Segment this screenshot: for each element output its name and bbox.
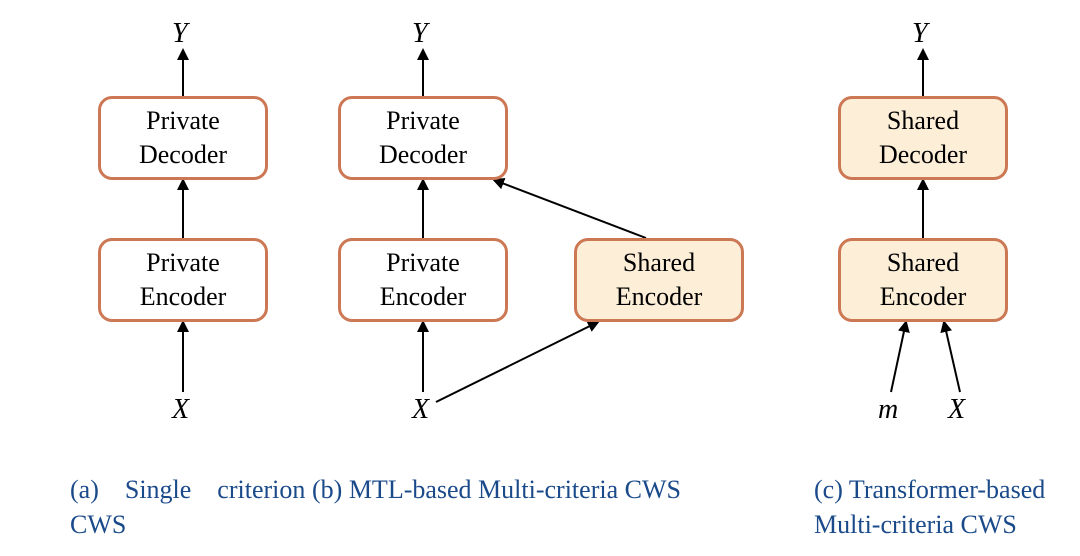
panel-c-var-y: Y [912,18,928,50]
panel-b-caption: (b) MTL-based Multi-criteria CWS [312,472,732,507]
panel-b-shared-encoder-line2: Encoder [616,280,703,314]
panel-c-var-x: X [948,394,965,426]
panel-a-var-x: X [172,394,189,426]
panel-b-var-y: Y [412,18,428,50]
panel-a-decoder-line2: Decoder [139,138,227,172]
panel-c-decoder-line1: Shared [887,104,959,138]
panel-c-decoder-line2: Decoder [879,138,967,172]
panel-b-encoder-line2: Encoder [380,280,467,314]
panel-b-shared-encoder-box: Shared Encoder [574,238,744,322]
figure-canvas: Private Decoder Private Encoder Y X (a) … [0,0,1080,556]
panel-c-caption: (c) Transformer-based Multi-criteria CWS [814,472,1074,542]
panel-c-var-m: m [878,394,898,426]
panel-a-encoder-line1: Private [146,246,220,280]
panel-a-decoder-line1: Private [146,104,220,138]
panel-b-decoder-line2: Decoder [379,138,467,172]
panel-b-decoder-box: Private Decoder [338,96,508,180]
panel-a-encoder-line2: Encoder [140,280,227,314]
panel-c-encoder-line1: Shared [887,246,959,280]
panel-c-encoder-line2: Encoder [880,280,967,314]
panel-a-caption: (a) Single criterion CWS [70,472,310,542]
panel-b-decoder-line1: Private [386,104,460,138]
panel-a-decoder-box: Private Decoder [98,96,268,180]
panel-b-shared-encoder-line1: Shared [623,246,695,280]
panel-c-encoder-box: Shared Encoder [838,238,1008,322]
panel-a-encoder-box: Private Encoder [98,238,268,322]
panel-b-encoder-box: Private Encoder [338,238,508,322]
panel-c-decoder-box: Shared Decoder [838,96,1008,180]
panel-b-var-x: X [412,394,429,426]
panel-a-var-y: Y [172,18,188,50]
panel-b-encoder-line1: Private [386,246,460,280]
